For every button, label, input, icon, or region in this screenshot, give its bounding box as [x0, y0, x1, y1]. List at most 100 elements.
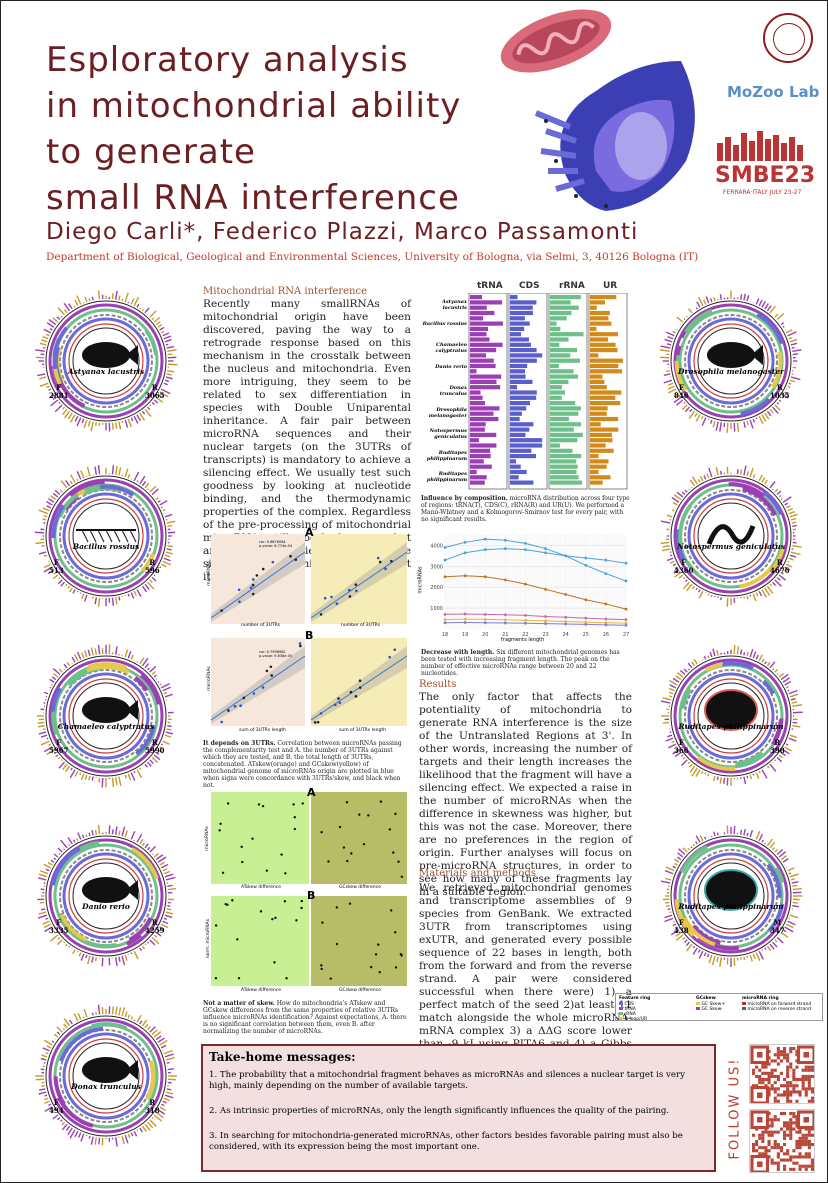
composition-bar	[550, 348, 578, 353]
scatter-point	[294, 558, 298, 561]
methods-heading: Materials and methods	[419, 868, 536, 879]
composition-bar	[470, 438, 479, 443]
composition-bar	[590, 369, 623, 374]
composition-bar	[590, 363, 619, 369]
data-point	[544, 622, 547, 625]
skew-ylabel-b: norm. microRNAs	[206, 918, 212, 959]
scatter-point	[355, 589, 358, 593]
x-tick-label: 25	[583, 632, 589, 638]
scatter-point	[378, 970, 381, 974]
data-point	[443, 575, 447, 579]
data-point	[524, 618, 527, 622]
smbe-logo-graphic	[711, 125, 815, 211]
composition-species-label: Danio rerio	[435, 363, 467, 370]
x-tick-label: 22	[522, 632, 528, 638]
scatter-point	[335, 906, 338, 909]
scatter-point	[265, 869, 269, 872]
scatter-point	[298, 642, 302, 645]
composition-bar	[590, 305, 597, 310]
scatter-point	[220, 720, 223, 724]
composition-bar	[470, 385, 501, 390]
composition-bar	[550, 316, 567, 321]
composition-bar	[470, 295, 483, 300]
scatter-point	[261, 567, 265, 571]
composition-bar	[510, 469, 527, 475]
composition-bar	[510, 448, 532, 453]
data-point	[463, 551, 467, 555]
composition-species-label: Astyanax lacustris	[441, 299, 467, 311]
composition-bar	[590, 427, 619, 432]
scatter-point	[301, 802, 304, 805]
scatter-point	[242, 696, 246, 700]
genome-map-legend: Feature ring CDS tRNA rRNA D-loop/UR GCs…	[615, 993, 823, 1022]
smbe-title: SMBE23	[715, 163, 816, 188]
data-point	[503, 621, 507, 625]
comp-header-rrna: rRNA	[559, 281, 585, 291]
data-point	[544, 547, 547, 550]
composition-bar	[590, 300, 605, 305]
x-tick-label: 26	[603, 632, 609, 638]
utr-label-a: A	[305, 526, 314, 539]
scatter-point	[214, 976, 218, 980]
intro-text: Recently many smallRNAs of mitochondrial…	[203, 298, 411, 583]
forward-count: F 513	[49, 558, 64, 575]
scatter-point	[350, 852, 353, 855]
composition-bar	[590, 337, 609, 342]
composition-bar	[510, 353, 543, 358]
scatter-point	[400, 875, 404, 878]
data-point	[463, 612, 467, 616]
genome-map-left-5	[31, 1001, 181, 1151]
composition-bar	[510, 326, 525, 331]
scatter-point	[346, 859, 349, 863]
data-point	[483, 621, 487, 625]
composition-bar	[470, 422, 486, 427]
scatter-point	[300, 899, 303, 903]
data-point	[524, 582, 527, 586]
composition-bar	[590, 438, 613, 443]
series-line-s1	[444, 538, 627, 582]
genome-map-left-2	[31, 461, 181, 611]
scatter-point	[259, 910, 263, 913]
scatter-point	[347, 588, 351, 592]
scatter-point	[367, 814, 370, 817]
data-point	[443, 558, 447, 562]
skew-label-a: A	[307, 786, 316, 799]
mitochondrion-illustration	[500, 9, 695, 211]
data-point	[463, 621, 467, 624]
legend-feature-trna: tRNA	[619, 1007, 636, 1012]
scatter-point	[393, 648, 397, 652]
composition-bar	[590, 348, 618, 353]
data-point	[604, 621, 608, 625]
composition-bar	[510, 464, 521, 469]
scatter-point	[273, 961, 276, 964]
qr-code-1[interactable]	[749, 1044, 815, 1104]
utr-label-b: B	[305, 629, 314, 642]
composition-bar	[550, 385, 562, 390]
composition-bar	[470, 401, 485, 406]
scatter-point	[300, 906, 303, 910]
authors: Diego Carli*, Federico Plazzi, Marco Pas…	[46, 219, 639, 245]
scatter-point	[337, 697, 340, 700]
scatter-point	[390, 909, 393, 912]
composition-bar	[470, 305, 487, 310]
utr-xlabel-a: number of 3UTRs	[241, 623, 281, 628]
comp-header-cds: CDS	[519, 281, 540, 291]
scatter-point	[224, 902, 227, 906]
qr-code-2[interactable]	[749, 1109, 815, 1173]
composition-bar	[550, 406, 581, 411]
composition-bar	[550, 469, 577, 475]
affiliation: Department of Biological, Geological and…	[46, 251, 699, 263]
scatter-point	[394, 812, 397, 816]
composition-bar	[550, 369, 574, 374]
data-point	[503, 547, 507, 550]
y-tick-label: 2000	[430, 585, 443, 591]
scatter-point	[358, 679, 362, 682]
scatter-point	[221, 871, 225, 874]
composition-bar	[590, 469, 599, 475]
composition-bar	[470, 337, 490, 342]
composition-bar	[550, 358, 580, 363]
composition-bar	[510, 358, 537, 363]
composition-bar	[510, 443, 543, 448]
composition-bar	[470, 358, 494, 363]
